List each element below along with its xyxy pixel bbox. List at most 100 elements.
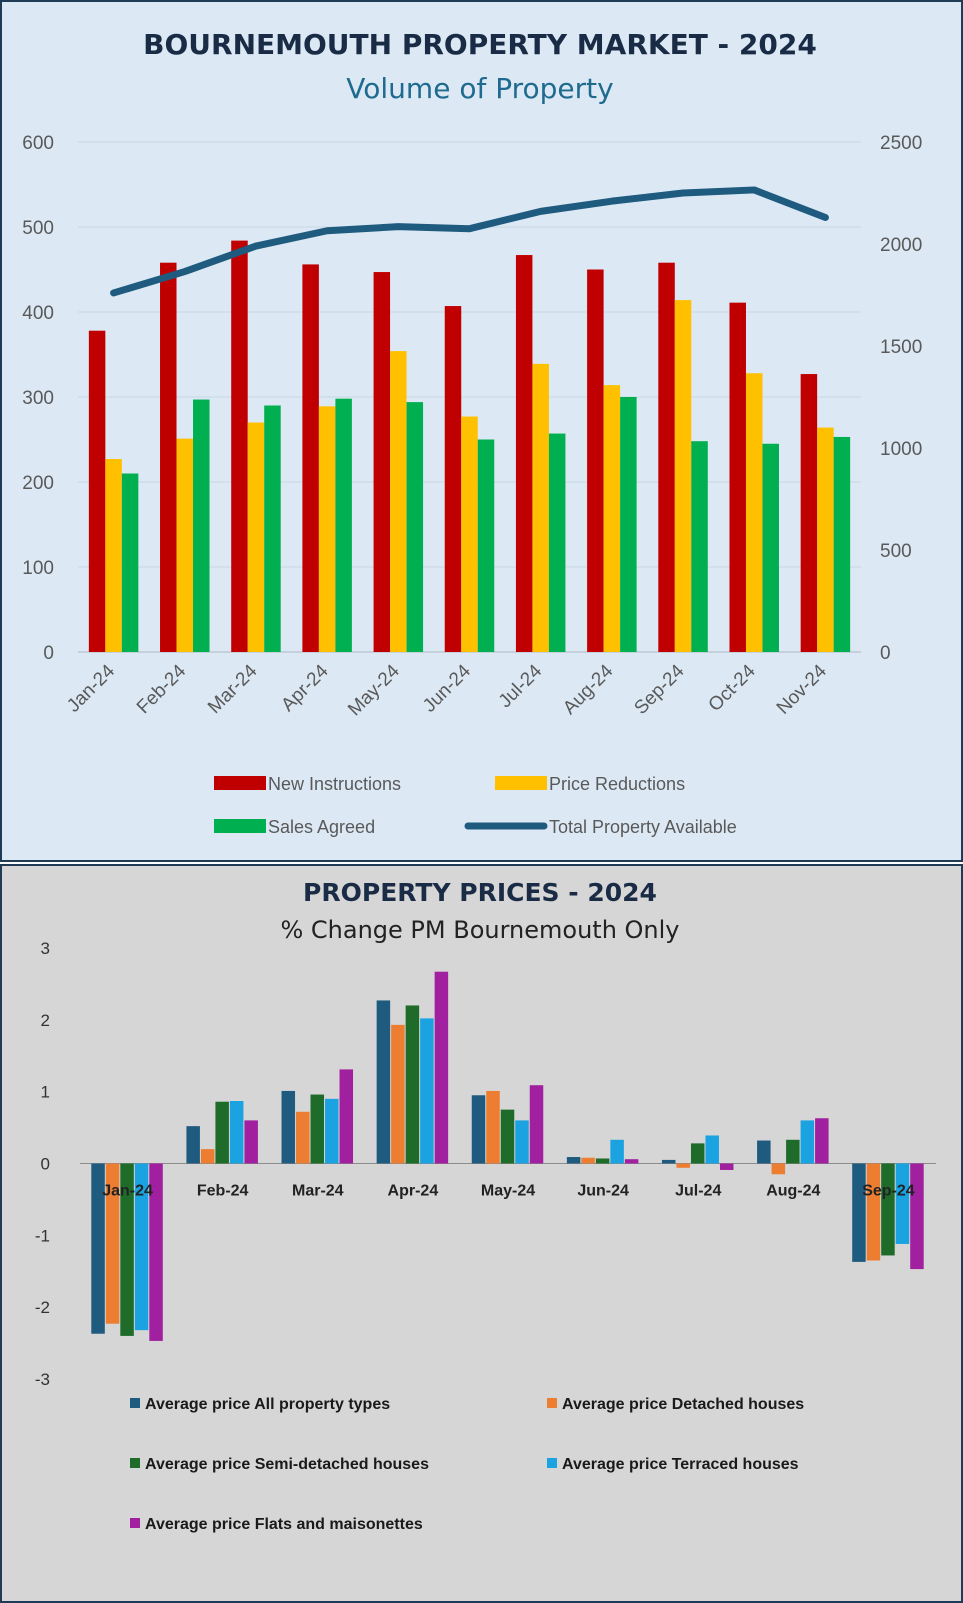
bar-new-instructions: [729, 302, 746, 652]
bar-price-reductions: [105, 459, 122, 652]
bar-sales-agreed: [121, 473, 139, 652]
legend-swatch: [130, 1398, 140, 1408]
x-tick-label: Sep-24: [630, 660, 688, 718]
legend-label: Total Property Available: [549, 817, 737, 837]
bar-price-reductions: [603, 385, 621, 652]
bar-average-price-detached-houses: [486, 1090, 500, 1164]
bar-average-price-terraced-houses: [134, 1163, 149, 1331]
bar-average-price-terraced-houses: [705, 1135, 719, 1164]
bar-sales-agreed: [691, 441, 708, 652]
y-tick-label: -3: [35, 1370, 50, 1389]
bar-average-price-detached-houses: [296, 1111, 310, 1164]
x-tick-label: Jan-24: [102, 1183, 153, 1200]
bar-average-price-detached-houses: [105, 1163, 120, 1324]
bar-average-price-all-property-types: [376, 1000, 391, 1164]
legend-label: Average price Flats and maisonettes: [145, 1516, 423, 1533]
bar-average-price-semi-detached-houses: [405, 1005, 420, 1164]
bar-average-price-terraced-houses: [420, 1018, 434, 1164]
y-tick-label: 1: [41, 1083, 50, 1102]
bar-average-price-flats-and-maisonettes: [719, 1163, 734, 1170]
bar-new-instructions: [515, 255, 533, 653]
x-tick-label: Aug-24: [559, 660, 617, 718]
bar-average-price-flats-and-maisonettes: [244, 1120, 258, 1164]
x-tick-label: Oct-24: [705, 660, 760, 715]
bar-average-price-terraced-houses: [325, 1098, 339, 1164]
bar-sales-agreed: [193, 399, 210, 652]
bar-price-reductions: [390, 351, 407, 652]
y-tick-label: 200: [22, 473, 54, 494]
bar-average-price-all-property-types: [757, 1140, 771, 1164]
y2-tick-label: 2500: [880, 133, 922, 154]
bar-average-price-all-property-types: [281, 1090, 296, 1164]
prices-chart-subtitle: % Change PM Bournemouth Only: [280, 916, 679, 944]
bar-price-reductions: [247, 422, 265, 652]
x-tick-label: Apr-24: [388, 1183, 439, 1200]
bar-average-price-terraced-houses: [229, 1101, 244, 1164]
legend-swatch: [214, 819, 266, 833]
y-tick-label: 2: [41, 1011, 50, 1030]
bar-average-price-detached-houses: [771, 1163, 786, 1175]
x-tick-label: Mar-24: [292, 1183, 344, 1200]
y-tick-label: 100: [22, 558, 54, 579]
volume-chart-title: BOURNEMOUTH PROPERTY MARKET - 2024: [143, 28, 817, 61]
bar-average-price-detached-houses: [676, 1163, 690, 1168]
bar-average-price-flats-and-maisonettes: [149, 1163, 163, 1341]
x-tick-label: Jun-24: [577, 1183, 629, 1200]
bar-average-price-flats-and-maisonettes: [624, 1159, 639, 1164]
bar-price-reductions: [674, 300, 692, 652]
y-tick-label: -2: [35, 1298, 50, 1317]
bar-sales-agreed: [406, 402, 424, 652]
prices-chart: PROPERTY PRICES - 2024 % Change PM Bourn…: [35, 878, 936, 1533]
bar-average-price-all-property-types: [186, 1126, 200, 1164]
y2-tick-label: 2000: [880, 235, 922, 256]
bar-average-price-semi-detached-houses: [786, 1139, 800, 1164]
y-tick-label: 400: [22, 303, 54, 324]
bar-average-price-semi-detached-houses: [881, 1163, 895, 1256]
legend-label: Price Reductions: [549, 774, 685, 794]
bar-sales-agreed: [762, 443, 779, 652]
bar-average-price-semi-detached-houses: [595, 1158, 610, 1164]
x-tick-label: Feb-24: [133, 660, 191, 718]
prices-chart-title: PROPERTY PRICES - 2024: [303, 878, 657, 907]
legend-swatch: [130, 1458, 140, 1468]
legend-swatch: [495, 776, 547, 790]
legend-swatch: [547, 1398, 557, 1408]
bar-new-instructions: [88, 330, 106, 652]
legend-label: New Instructions: [268, 774, 401, 794]
x-tick-label: Sep-24: [862, 1183, 915, 1200]
x-tick-label: Mar-24: [204, 660, 262, 718]
y-tick-label: -1: [35, 1226, 50, 1245]
bar-average-price-terraced-houses: [610, 1139, 624, 1164]
x-tick-label: Feb-24: [197, 1183, 249, 1200]
volume-chart-panel: BOURNEMOUTH PROPERTY MARKET - 2024 Volum…: [0, 0, 963, 862]
legend-swatch: [130, 1518, 140, 1528]
bar-average-price-flats-and-maisonettes: [910, 1163, 924, 1270]
bar-sales-agreed: [335, 398, 352, 652]
bar-average-price-terraced-houses: [800, 1120, 815, 1164]
bar-average-price-all-property-types: [471, 1095, 486, 1164]
bar-new-instructions: [444, 306, 462, 652]
y2-tick-label: 500: [880, 541, 912, 562]
bar-average-price-semi-detached-houses: [215, 1101, 229, 1164]
bar-price-reductions: [745, 373, 763, 652]
bar-average-price-all-property-types: [566, 1157, 581, 1164]
bar-average-price-semi-detached-houses: [120, 1163, 134, 1336]
line-total-property-available: [110, 186, 829, 297]
legend-label: Average price Semi-detached houses: [145, 1456, 429, 1473]
bar-average-price-flats-and-maisonettes: [529, 1085, 544, 1164]
y-tick-label: 600: [22, 133, 54, 154]
y-tick-label: 500: [22, 218, 54, 239]
bar-average-price-detached-houses: [581, 1157, 595, 1164]
x-tick-label: May-24: [481, 1183, 535, 1200]
bar-new-instructions: [800, 374, 818, 652]
bar-average-price-flats-and-maisonettes: [339, 1069, 354, 1164]
legend-label: Sales Agreed: [268, 817, 375, 837]
prices-chart-panel: PROPERTY PRICES - 2024 % Change PM Bourn…: [0, 864, 963, 1603]
legend-label: Average price Detached houses: [562, 1396, 804, 1413]
x-tick-label: Nov-24: [773, 660, 831, 718]
bar-average-price-all-property-types: [91, 1163, 105, 1334]
y-tick-label: 0: [43, 643, 54, 664]
bar-sales-agreed: [548, 433, 566, 652]
x-tick-label: Jul-24: [495, 660, 547, 712]
bar-average-price-detached-houses: [391, 1024, 405, 1164]
